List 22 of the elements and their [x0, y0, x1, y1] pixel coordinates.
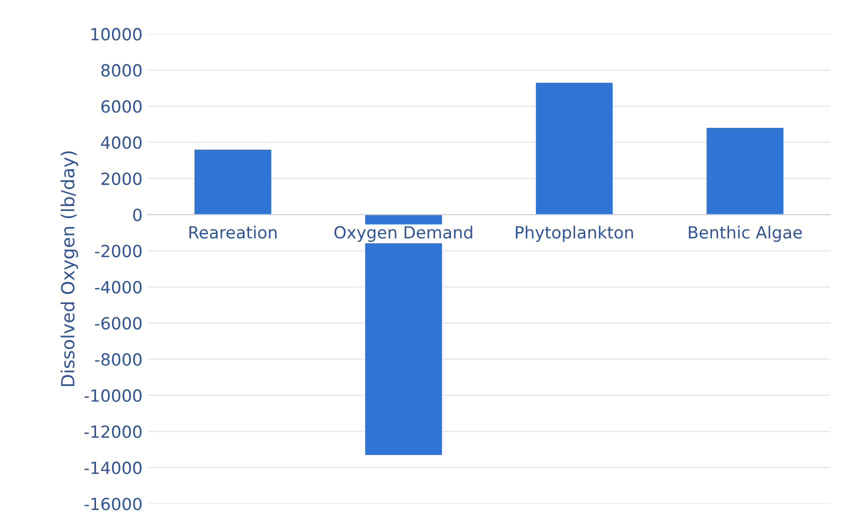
y-tick-label: 2000	[101, 172, 142, 186]
y-axis-title: Dissolved Oxygen (lb/day)	[60, 151, 78, 386]
y-tick-label: -10000	[84, 389, 142, 402]
y-tick-label: -6000	[95, 317, 142, 330]
x-tick-label: Reareation	[189, 226, 277, 239]
y-tick-label: 8000	[101, 64, 142, 77]
y-tick-label: 0	[133, 208, 142, 222]
x-tick-label: Phytoplankton	[516, 226, 633, 242]
x-tick-label: Oxygen Demand	[334, 226, 472, 242]
x-tick-label: Benthic Algae	[688, 226, 802, 242]
y-tick-label: -8000	[95, 353, 142, 366]
bar	[536, 82, 613, 215]
bar	[194, 150, 272, 215]
y-tick-label: 10000	[91, 28, 142, 40]
bar	[706, 128, 784, 215]
y-tick-label: 6000	[101, 100, 142, 113]
y-tick-label: -14000	[84, 462, 142, 474]
y-tick-label: -2000	[95, 244, 142, 258]
y-tick-label: -12000	[84, 425, 142, 438]
y-tick-label: -4000	[95, 280, 142, 294]
y-tick-label: 4000	[101, 136, 142, 149]
y-tick-label: -16000	[84, 498, 142, 510]
